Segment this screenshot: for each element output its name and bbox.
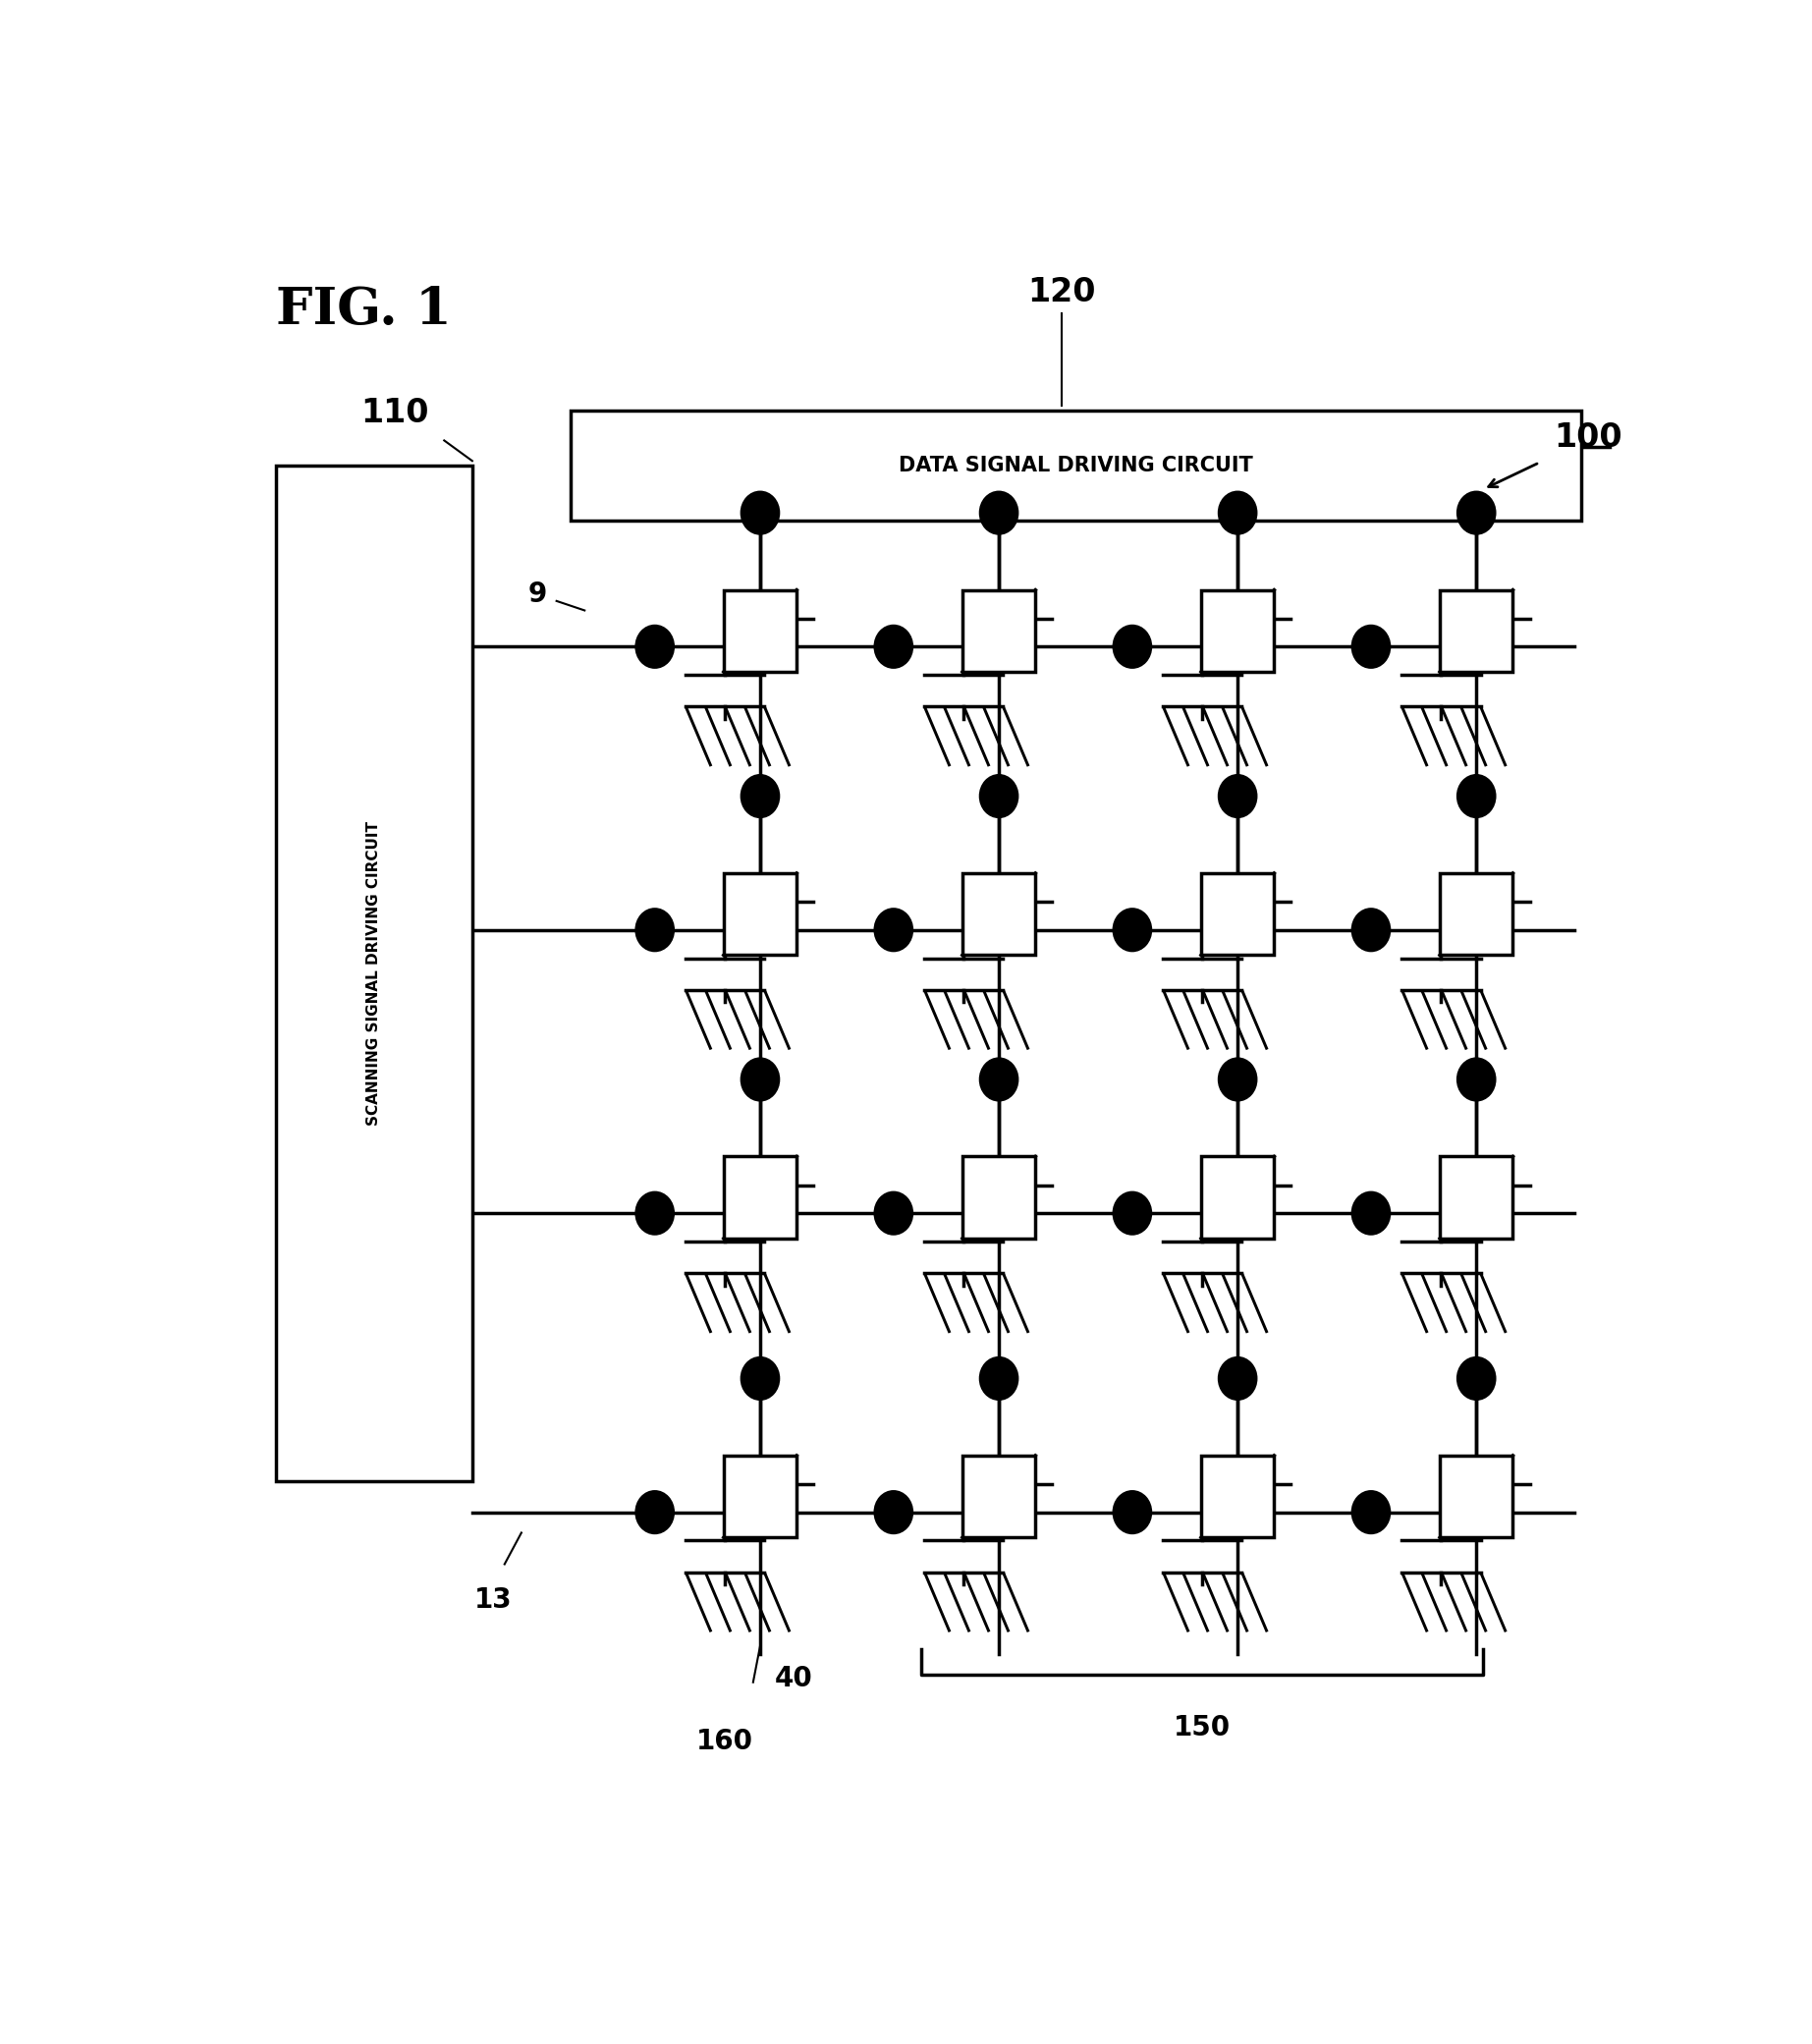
- Circle shape: [1219, 1059, 1256, 1100]
- Text: DATA SIGNAL DRIVING CIRCUIT: DATA SIGNAL DRIVING CIRCUIT: [899, 456, 1254, 476]
- Bar: [962, 591, 1035, 672]
- Circle shape: [1114, 1194, 1151, 1235]
- Bar: [1201, 873, 1274, 955]
- Circle shape: [980, 775, 1017, 818]
- Circle shape: [980, 1357, 1017, 1398]
- Bar: [1441, 873, 1513, 955]
- Bar: [571, 411, 1582, 521]
- Bar: [962, 1157, 1035, 1239]
- Text: 160: 160: [696, 1727, 754, 1756]
- Circle shape: [1219, 1357, 1256, 1398]
- Bar: [723, 873, 797, 955]
- Circle shape: [636, 1492, 672, 1533]
- Circle shape: [1114, 910, 1151, 950]
- Text: 40: 40: [776, 1666, 814, 1692]
- Circle shape: [1459, 1059, 1495, 1100]
- Bar: [723, 1455, 797, 1537]
- Circle shape: [741, 775, 779, 818]
- Circle shape: [875, 625, 911, 666]
- Circle shape: [741, 1059, 779, 1100]
- Bar: [1201, 591, 1274, 672]
- Bar: [1441, 1157, 1513, 1239]
- Bar: [1441, 591, 1513, 672]
- Circle shape: [636, 625, 672, 666]
- Circle shape: [980, 493, 1017, 533]
- Bar: [1201, 1157, 1274, 1239]
- Circle shape: [1114, 625, 1151, 666]
- Circle shape: [741, 493, 779, 533]
- Circle shape: [1354, 1492, 1390, 1533]
- Circle shape: [741, 1357, 779, 1398]
- Bar: [1441, 1455, 1513, 1537]
- Circle shape: [636, 1194, 672, 1235]
- Text: FIG. 1: FIG. 1: [275, 284, 451, 335]
- Text: 150: 150: [1174, 1713, 1230, 1741]
- Bar: [962, 1455, 1035, 1537]
- Text: 120: 120: [1027, 276, 1096, 309]
- Circle shape: [1354, 625, 1390, 666]
- Circle shape: [1459, 493, 1495, 533]
- Circle shape: [980, 1059, 1017, 1100]
- Circle shape: [1219, 775, 1256, 818]
- Circle shape: [1219, 493, 1256, 533]
- Circle shape: [1114, 1492, 1151, 1533]
- Circle shape: [1459, 1357, 1495, 1398]
- Bar: [1201, 1455, 1274, 1537]
- Circle shape: [1354, 910, 1390, 950]
- Bar: [723, 591, 797, 672]
- Circle shape: [875, 1492, 911, 1533]
- Circle shape: [1354, 1194, 1390, 1235]
- Circle shape: [875, 1194, 911, 1235]
- Bar: [962, 873, 1035, 955]
- Text: 100: 100: [1553, 421, 1622, 454]
- Bar: [275, 466, 473, 1480]
- Circle shape: [636, 910, 672, 950]
- Bar: [723, 1157, 797, 1239]
- Text: SCANNING SIGNAL DRIVING CIRCUIT: SCANNING SIGNAL DRIVING CIRCUIT: [366, 822, 381, 1126]
- Circle shape: [875, 910, 911, 950]
- Text: 13: 13: [475, 1586, 513, 1613]
- Text: 110: 110: [361, 397, 429, 429]
- Circle shape: [1459, 775, 1495, 818]
- Text: 9: 9: [529, 580, 547, 609]
